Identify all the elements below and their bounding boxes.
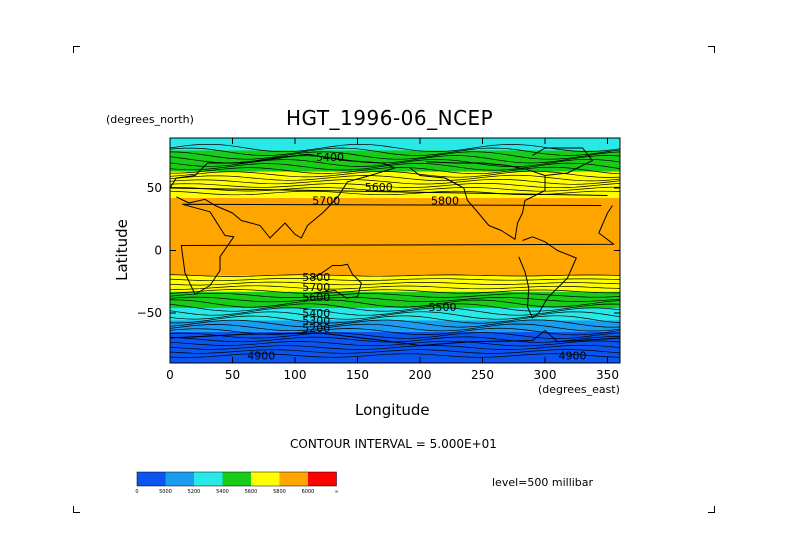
y-tick-label-0: 50 (147, 181, 162, 195)
x-tick-label-3: 150 (346, 368, 369, 382)
x-axis-label: Longitude (355, 401, 430, 419)
colorbar-label-4: 5600 (245, 489, 258, 495)
colorbar-swatch-0 (137, 472, 166, 486)
contour-label-7: 5500 (429, 301, 457, 314)
contour-label-0: 5400 (316, 151, 344, 164)
x-tick-label-5: 250 (471, 368, 494, 382)
level-label: level=500 millibar (492, 476, 594, 489)
contour-line-30 (170, 340, 620, 347)
contour-line-5 (170, 162, 620, 171)
colorbar-label-3: 5400 (216, 489, 229, 495)
coastline-4 (518, 236, 577, 319)
contour-line-28 (170, 332, 620, 339)
heatmap-band-0 (170, 138, 620, 151)
colorbar-label-7: ∞ (334, 489, 338, 495)
contour-line-27 (170, 327, 620, 336)
contour-line-22 (170, 307, 620, 316)
contour-label-1: 5600 (365, 181, 393, 194)
contour-line-18 (170, 292, 620, 298)
colorbar-label-1: 5000 (159, 489, 172, 495)
contour-line-17 (170, 289, 620, 294)
colorbar-label-0: 0 (135, 489, 138, 495)
contour-line-2 (170, 151, 620, 160)
chart-title: HGT_1996-06_NCEP (286, 106, 494, 130)
crop-mark-top-left (73, 46, 80, 53)
crop-mark-bottom-left (73, 506, 80, 513)
contour-label-9: 5300 (302, 315, 330, 328)
colorbar-swatch-1 (165, 472, 194, 486)
contour-label-10: 5200 (302, 322, 330, 335)
contour-line-16 (170, 285, 620, 290)
colorbar: 0 5000 5200 5400 5600 5800 6000 ∞ (135, 471, 339, 495)
contour-line-33 (170, 353, 620, 358)
contour-line-31 (170, 344, 620, 350)
crop-mark-top-right (708, 46, 715, 53)
contour-line-11 (170, 186, 620, 192)
contour-line-23 (170, 311, 620, 320)
contour-line-32 (170, 349, 620, 354)
x-tick-label-2: 100 (284, 368, 307, 382)
y-tick-label-1: 0 (154, 244, 162, 258)
contour-line-15 (170, 281, 620, 286)
colorbar-swatch-4 (251, 472, 280, 486)
contour-label-11: 4900 (247, 350, 275, 363)
contour-line-21 (170, 303, 620, 312)
colorbar-label-5: 5800 (273, 489, 286, 495)
contour-label-5: 5700 (302, 281, 330, 294)
x-tick-label-7: 350 (596, 368, 619, 382)
colorbar-frame (136, 471, 337, 487)
colorbar-label-2: 5200 (188, 489, 201, 495)
contour-line-7 (170, 170, 620, 178)
x-tick-label-6: 300 (534, 368, 557, 382)
contour-label-4: 5800 (302, 271, 330, 284)
contour-label-3: 5800 (431, 195, 459, 208)
coastlines (170, 147, 620, 346)
coastline-0 (180, 203, 615, 295)
contour-label-2: 5700 (312, 195, 340, 208)
crop-mark-bottom-right (708, 506, 715, 513)
x-tick-label-1: 50 (225, 368, 240, 382)
contour-label-6: 5600 (302, 291, 330, 304)
contour-line-3 (170, 155, 620, 164)
y-tick-label-2: −50 (137, 306, 162, 320)
contour-line-1 (170, 147, 620, 156)
contour-line-14 (170, 278, 620, 282)
heatmap-band-1 (170, 150, 620, 172)
x-tick-label-0: 0 (166, 368, 174, 382)
colorbar-label-6: 6000 (302, 489, 315, 495)
heatmap-band-5 (170, 275, 620, 292)
contour-label-8: 5400 (302, 307, 330, 320)
x-axis-ticks: 0 50 100 150 200 250 300 350 (166, 138, 619, 382)
contour-line-13 (170, 274, 620, 277)
contour-line-20 (170, 299, 620, 308)
coastline-6 (170, 330, 620, 346)
contour-line-24 (170, 315, 620, 324)
x-axis-units: (degrees_east) (538, 383, 620, 396)
contour-interval-label: CONTOUR INTERVAL = 5.000E+01 (290, 437, 497, 451)
coastline-1 (170, 153, 608, 239)
y-axis-units: (degrees_north) (106, 113, 194, 126)
contour-line-26 (170, 323, 620, 332)
y-axis-ticks: 50 0 −50 (137, 181, 620, 320)
coastline-5 (532, 147, 593, 176)
coastline-3 (409, 161, 546, 240)
colorbar-swatch-2 (194, 472, 223, 486)
heatmap-band-4 (170, 198, 620, 276)
contour-line-19 (170, 296, 620, 303)
contour-line-0 (170, 143, 620, 153)
colorbar-swatch-3 (222, 472, 251, 486)
colorbar-swatch-5 (279, 472, 308, 486)
coastline-2 (312, 263, 362, 299)
x-tick-label-4: 200 (409, 368, 432, 382)
heatmap-band-2 (170, 171, 620, 191)
colorbar-swatch-6 (308, 472, 337, 486)
contour-line-25 (170, 319, 620, 328)
contour-label-12: 4900 (559, 350, 587, 363)
